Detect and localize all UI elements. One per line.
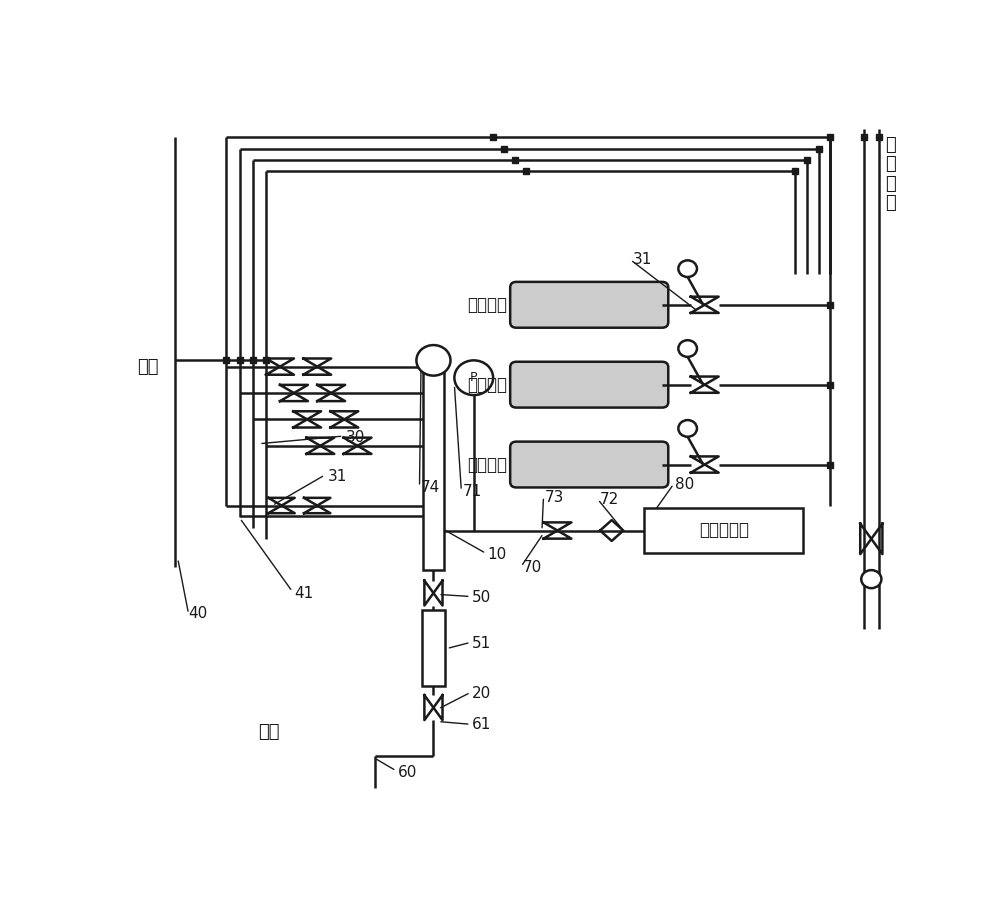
FancyBboxPatch shape [510,362,668,408]
Text: 热値仪表室: 热値仪表室 [699,521,749,539]
Text: 转炉煮气: 转炉煮气 [467,456,507,474]
Text: 30: 30 [346,430,365,445]
Text: 20: 20 [472,686,491,701]
Text: 51: 51 [472,636,491,650]
Text: 焦炉煮气: 焦炉煮气 [467,375,507,393]
Text: 74: 74 [421,480,440,495]
Text: 41: 41 [294,585,313,601]
Text: 室外: 室外 [258,723,280,741]
Circle shape [454,361,493,395]
Text: 71: 71 [463,484,482,499]
Text: 室外: 室外 [137,357,159,375]
Bar [423,350,444,570]
Text: 31: 31 [633,253,652,267]
FancyBboxPatch shape [510,281,668,327]
Bar [644,508,803,553]
Text: 高炉煮气: 高炉煮气 [467,296,507,314]
Text: 60: 60 [398,765,417,779]
FancyBboxPatch shape [510,442,668,487]
Text: 70: 70 [523,560,542,575]
Text: 50: 50 [472,590,491,604]
Text: 10: 10 [488,548,507,562]
Text: 31: 31 [328,469,347,483]
Text: 40: 40 [189,606,208,621]
Circle shape [416,345,450,375]
Text: 混
合
煮
气: 混 合 煮 气 [885,136,896,212]
Text: 72: 72 [599,492,619,508]
Text: 61: 61 [472,717,492,732]
Circle shape [678,261,697,277]
Text: P: P [470,372,478,384]
Circle shape [678,420,697,437]
Text: 73: 73 [545,490,564,505]
Bar [422,610,445,686]
Text: 80: 80 [675,477,694,492]
Circle shape [861,570,881,588]
Circle shape [678,340,697,357]
